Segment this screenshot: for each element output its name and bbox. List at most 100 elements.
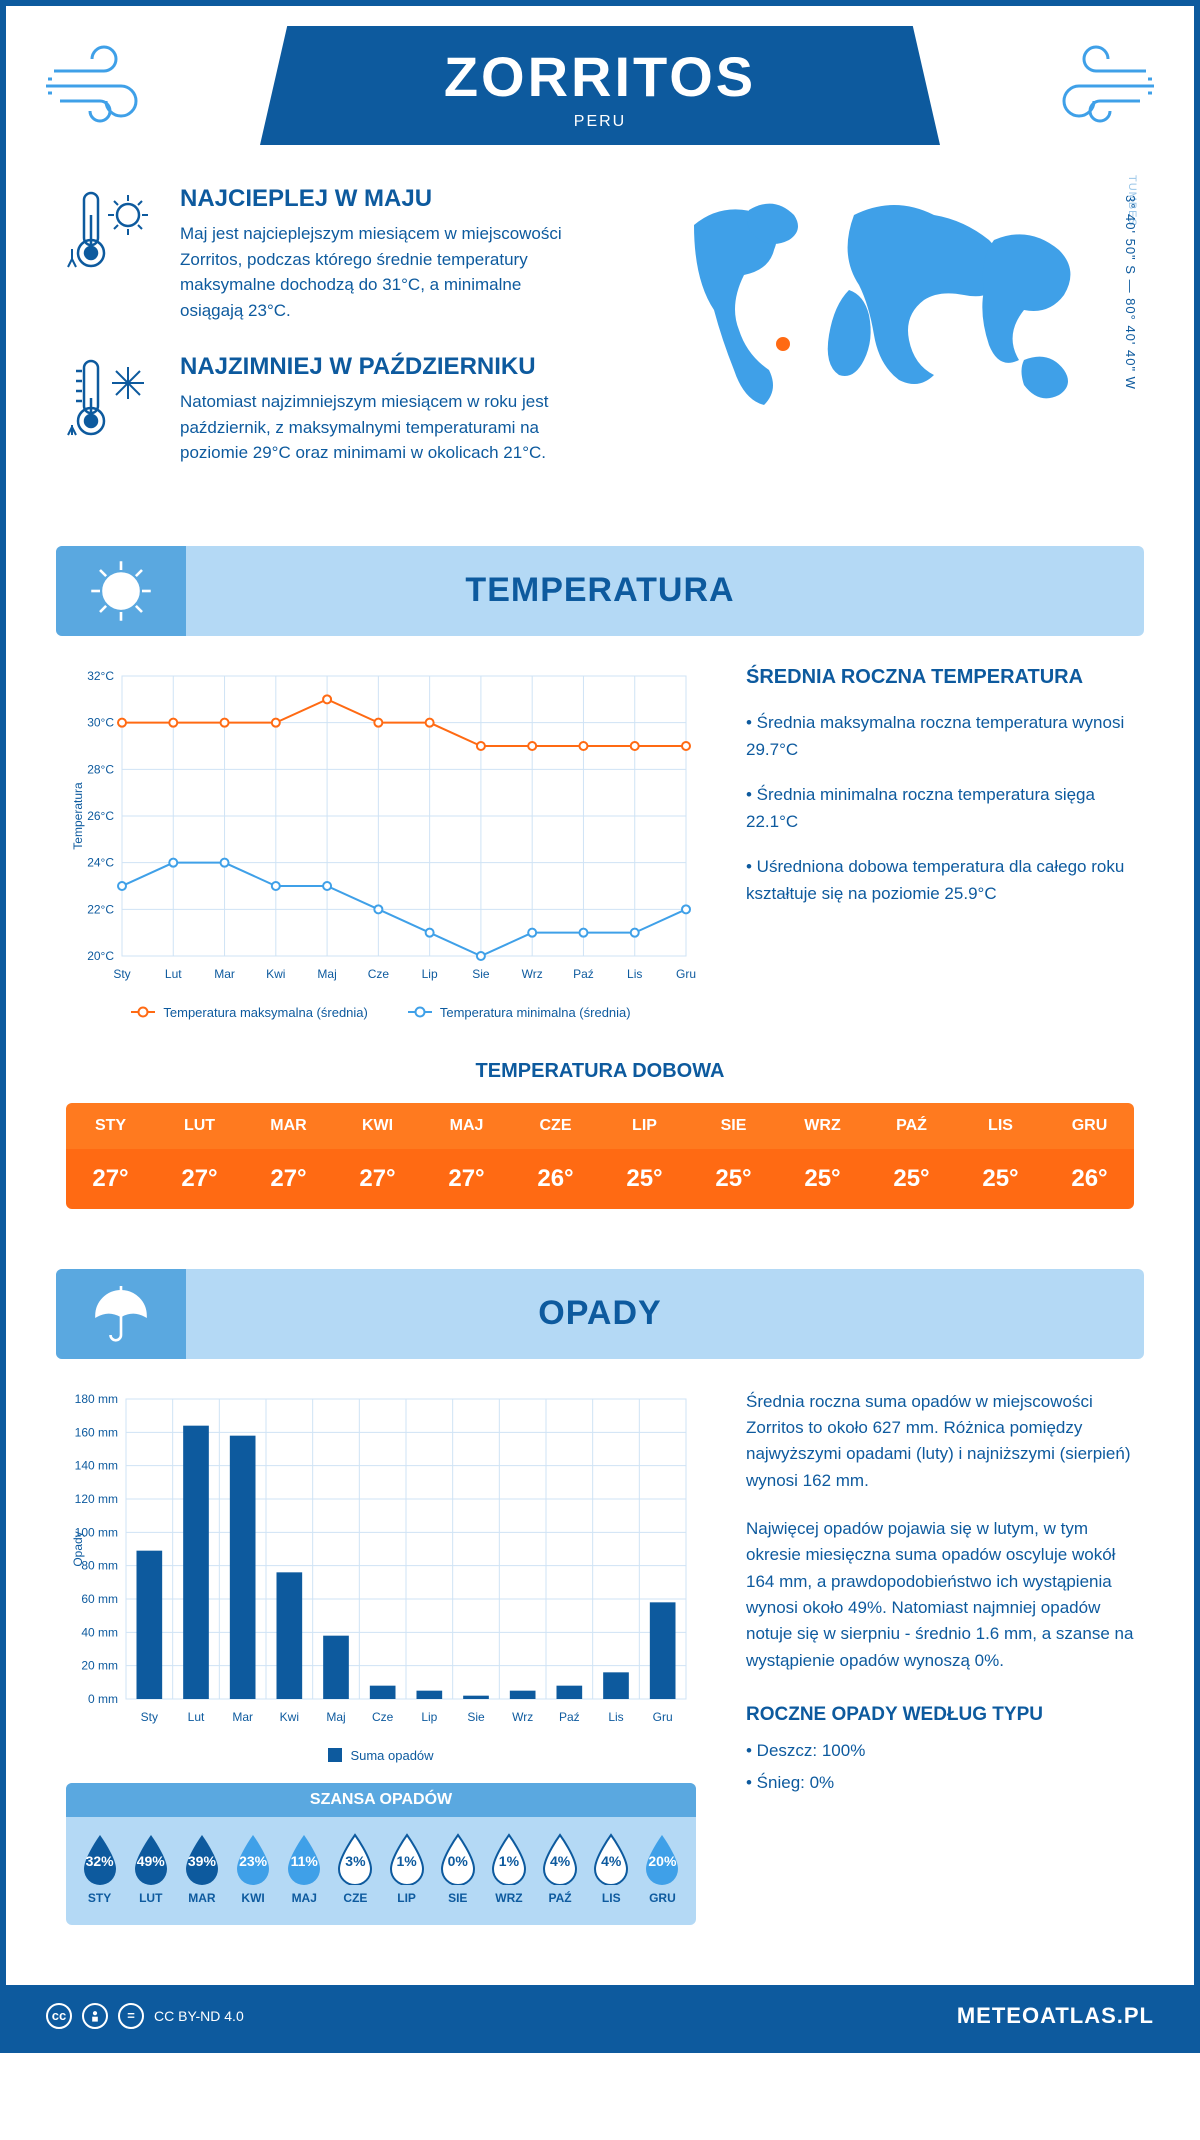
- chance-drop-cell: 11% MAJ: [281, 1833, 328, 1905]
- temp-table-value: 25°: [689, 1149, 778, 1209]
- svg-text:Cze: Cze: [368, 967, 390, 981]
- temperature-content: 20°C22°C24°C26°C28°C30°C32°CStyLutMarKwi…: [6, 666, 1194, 1050]
- header-row: ZORRITOS PERU: [6, 6, 1194, 155]
- intro-warm-title: NAJCIEPLEJ W MAJU: [180, 185, 580, 213]
- precip-content: 0 mm20 mm40 mm60 mm80 mm100 mm120 mm140 …: [6, 1389, 1194, 1955]
- precip-type-bullet: • Śnieg: 0%: [746, 1770, 1134, 1796]
- intro-cold-block: NAJZIMNIEJ W PAŹDZIERNIKU Natomiast najz…: [66, 353, 624, 466]
- thermometer-sun-icon: [66, 185, 156, 275]
- precip-section-head: OPADY: [56, 1269, 1144, 1359]
- temp-info-bullet: • Średnia minimalna roczna temperatura s…: [746, 781, 1134, 835]
- svg-text:Gru: Gru: [676, 967, 696, 981]
- nd-icon: =: [118, 2003, 144, 2029]
- temp-table-header: GRU: [1045, 1103, 1134, 1149]
- chance-drop-cell: 4% PAŹ: [537, 1833, 584, 1905]
- drop-percent: 0%: [448, 1853, 468, 1869]
- svg-text:140 mm: 140 mm: [75, 1458, 118, 1472]
- drop-icon: 11%: [283, 1833, 325, 1885]
- daily-temp-section: TEMPERATURA DOBOWA STYLUTMARKWIMAJCZELIP…: [6, 1050, 1194, 1259]
- drop-month: LIS: [588, 1891, 635, 1905]
- svg-text:32°C: 32°C: [87, 669, 114, 683]
- svg-text:Cze: Cze: [372, 1710, 394, 1724]
- temp-table-value: 27°: [66, 1149, 155, 1209]
- svg-text:Paź: Paź: [559, 1710, 580, 1724]
- chance-drop-cell: 32% STY: [76, 1833, 123, 1905]
- temp-table-value: 27°: [244, 1149, 333, 1209]
- svg-text:26°C: 26°C: [87, 809, 114, 823]
- drop-percent: 39%: [188, 1853, 216, 1869]
- svg-text:20 mm: 20 mm: [81, 1658, 118, 1672]
- temp-table-value: 26°: [1045, 1149, 1134, 1209]
- temp-table-header: CZE: [511, 1103, 600, 1149]
- svg-text:40 mm: 40 mm: [81, 1625, 118, 1639]
- drop-percent: 32%: [86, 1853, 114, 1869]
- intro-map: TUMBES 3° 40' 50" S — 80° 40' 40" W: [654, 185, 1134, 496]
- svg-text:24°C: 24°C: [87, 855, 114, 869]
- drop-percent: 3%: [345, 1853, 365, 1869]
- svg-text:Sty: Sty: [141, 1710, 158, 1724]
- temp-table-value: 27°: [155, 1149, 244, 1209]
- temp-table-header: LUT: [155, 1103, 244, 1149]
- svg-text:Sie: Sie: [467, 1710, 485, 1724]
- drop-icon: 4%: [590, 1833, 632, 1885]
- precip-info: Średnia roczna suma opadów w miejscowośc…: [746, 1389, 1134, 1925]
- svg-text:22°C: 22°C: [87, 902, 114, 916]
- header-banner: ZORRITOS PERU: [260, 26, 940, 145]
- chance-drop-cell: 1% WRZ: [485, 1833, 532, 1905]
- drop-icon: 3%: [334, 1833, 376, 1885]
- drop-month: LUT: [127, 1891, 174, 1905]
- intro-cold-text: Natomiast najzimniejszym miesiącem w rok…: [180, 389, 580, 466]
- temp-info-bullet: • Średnia maksymalna roczna temperatura …: [746, 709, 1134, 763]
- temp-table-value: 27°: [333, 1149, 422, 1209]
- svg-text:Opady: Opady: [71, 1531, 85, 1566]
- temp-table-header: LIP: [600, 1103, 689, 1149]
- svg-text:Kwi: Kwi: [280, 1710, 299, 1724]
- drop-month: PAŹ: [537, 1891, 584, 1905]
- chance-panel: SZANSA OPADÓW 32% STY 49% LUT: [66, 1783, 696, 1925]
- drop-icon: 20%: [641, 1833, 683, 1885]
- precip-bar-chart: 0 mm20 mm40 mm60 mm80 mm100 mm120 mm140 …: [66, 1389, 696, 1925]
- svg-text:Temperatura: Temperatura: [71, 781, 85, 849]
- drop-icon: 49%: [130, 1833, 172, 1885]
- wind-icon-left: [46, 41, 186, 131]
- temp-table-value: 25°: [600, 1149, 689, 1209]
- legend-min-label: Temperatura minimalna (średnia): [440, 1005, 631, 1020]
- svg-text:Maj: Maj: [326, 1710, 345, 1724]
- drop-month: LIP: [383, 1891, 430, 1905]
- temp-table-header: PAŹ: [867, 1103, 956, 1149]
- sun-icon: [56, 546, 186, 636]
- svg-text:Kwi: Kwi: [266, 967, 285, 981]
- drop-icon: 0%: [437, 1833, 479, 1885]
- drop-icon: 1%: [488, 1833, 530, 1885]
- drop-percent: 49%: [137, 1853, 165, 1869]
- umbrella-icon: [56, 1269, 186, 1359]
- thermometer-snow-icon: [66, 353, 156, 443]
- drop-month: MAJ: [281, 1891, 328, 1905]
- svg-text:Gru: Gru: [653, 1710, 673, 1724]
- precip-type-bullet: • Deszcz: 100%: [746, 1738, 1134, 1764]
- drop-month: SIE: [434, 1891, 481, 1905]
- precip-title: OPADY: [186, 1294, 1144, 1333]
- temp-table-value: 26°: [511, 1149, 600, 1209]
- chance-drop-cell: 1% LIP: [383, 1833, 430, 1905]
- temperature-line-chart: 20°C22°C24°C26°C28°C30°C32°CStyLutMarKwi…: [66, 666, 696, 1020]
- drop-month: KWI: [230, 1891, 277, 1905]
- license-text: CC BY-ND 4.0: [154, 2008, 244, 2024]
- drop-percent: 11%: [291, 1853, 318, 1869]
- svg-text:Lis: Lis: [627, 967, 642, 981]
- drop-month: CZE: [332, 1891, 379, 1905]
- precip-p2: Najwięcej opadów pojawia się w lutym, w …: [746, 1516, 1134, 1674]
- by-icon: [82, 2003, 108, 2029]
- temp-info-bullet: • Uśredniona dobowa temperatura dla całe…: [746, 853, 1134, 907]
- svg-text:Maj: Maj: [317, 967, 336, 981]
- temp-table-header: SIE: [689, 1103, 778, 1149]
- intro-left: NAJCIEPLEJ W MAJU Maj jest najcieplejszy…: [66, 185, 624, 496]
- chance-drop-cell: 49% LUT: [127, 1833, 174, 1905]
- svg-text:Wrz: Wrz: [522, 967, 543, 981]
- chance-drop-cell: 0% SIE: [434, 1833, 481, 1905]
- svg-text:120 mm: 120 mm: [75, 1492, 118, 1506]
- svg-text:Sie: Sie: [472, 967, 490, 981]
- wind-icon-right: [1014, 41, 1154, 131]
- drop-month: WRZ: [485, 1891, 532, 1905]
- chance-drop-cell: 4% LIS: [588, 1833, 635, 1905]
